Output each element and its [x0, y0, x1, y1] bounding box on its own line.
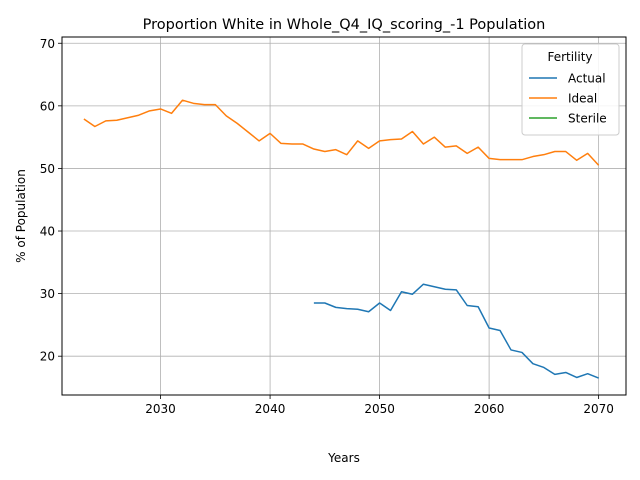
- y-axis-label: % of Population: [14, 169, 28, 263]
- x-tick-label: 2050: [364, 402, 395, 416]
- legend-box: [521, 43, 620, 136]
- x-axis-ticks: 2030 2040 2050 2060 2070: [145, 395, 614, 416]
- series-lines: [83, 99, 600, 379]
- y-tick-label: 70: [40, 37, 55, 51]
- y-tick-label: 60: [40, 99, 55, 113]
- series-line-ideal: [83, 99, 600, 166]
- legend-label-sterile: Sterile: [568, 112, 607, 126]
- y-tick-label: 30: [40, 287, 55, 301]
- legend-label-actual: Actual: [568, 72, 606, 86]
- x-axis-label: Years: [327, 451, 360, 465]
- legend-entries: Actual Ideal Sterile: [529, 72, 607, 126]
- x-tick-label: 2040: [255, 402, 286, 416]
- legend-label-ideal: Ideal: [568, 92, 597, 106]
- chart-title: Proportion White in Whole_Q4_IQ_scoring_…: [143, 17, 546, 33]
- y-axis-ticks: 20 30 40 50 60 70: [40, 37, 62, 364]
- y-tick-label: 20: [40, 350, 55, 364]
- x-tick-label: 2030: [145, 402, 176, 416]
- legend-title: Fertility: [547, 50, 592, 64]
- plot-frame: [61, 36, 627, 396]
- y-tick-label: 50: [40, 162, 55, 176]
- legend: Fertility Actual Ideal Sterile: [521, 43, 620, 136]
- x-tick-label: 2060: [474, 402, 505, 416]
- x-tick-label: 2070: [583, 402, 614, 416]
- y-tick-label: 40: [40, 225, 55, 239]
- series-line-actual: [313, 283, 599, 379]
